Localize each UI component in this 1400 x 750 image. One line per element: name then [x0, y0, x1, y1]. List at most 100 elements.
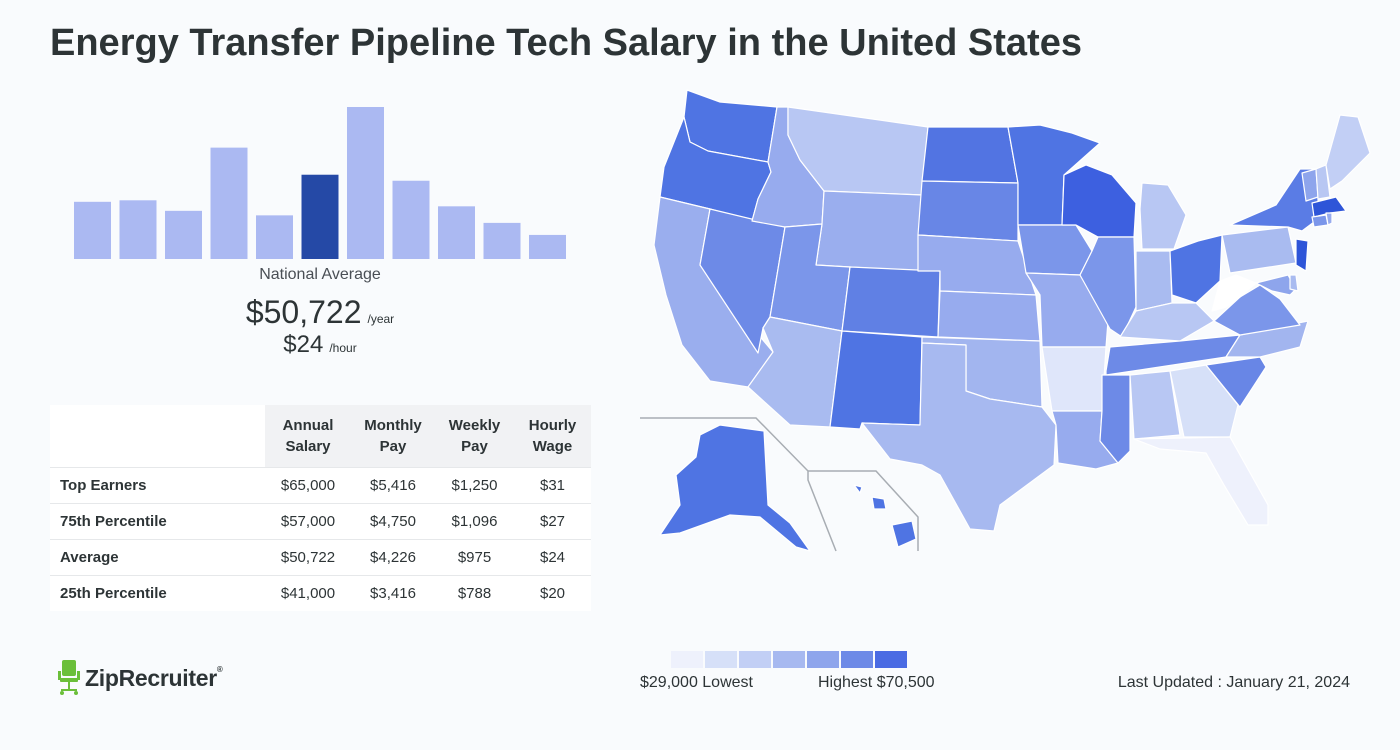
state-wv — [1211, 274, 1257, 312]
header-line: Weekly — [448, 416, 501, 434]
state-ak — [659, 424, 811, 552]
chair-icon — [58, 660, 80, 695]
state-wy — [815, 190, 923, 272]
row-label: Top Earners — [50, 466, 265, 503]
hourly-average: $24/hour — [50, 331, 590, 359]
row-label: 75th Percentile — [50, 502, 265, 539]
legend-swatch — [773, 651, 805, 668]
state-nj — [1295, 238, 1309, 272]
state-ct — [1311, 214, 1329, 228]
cell-monthly: $4,750 — [351, 502, 435, 539]
legend-swatch — [705, 651, 737, 668]
legend-low-label: $29,000 Lowest — [640, 674, 753, 691]
cell-hourly: $20 — [514, 574, 591, 611]
hawaii-divider — [808, 470, 919, 551]
state-hi-2 — [871, 496, 887, 510]
state-de — [1289, 274, 1299, 292]
legend-swatch — [739, 651, 771, 668]
table-header-annual: Annual Salary — [265, 405, 351, 467]
ziprecruiter-logo[interactable]: ZipRecruiter® — [58, 660, 223, 696]
cell-hourly: $31 — [514, 466, 591, 503]
table-header-weekly: Weekly Pay — [435, 405, 514, 467]
legend-swatch — [875, 651, 907, 668]
cell-annual: $65,000 — [265, 466, 351, 503]
histogram-bar — [210, 147, 248, 259]
state-ar — [1041, 346, 1107, 412]
table-header-row: Annual Salary Monthly Pay Weekly Pay Hourly… — [50, 405, 591, 467]
histogram-svg — [74, 107, 566, 259]
table-row: 75th Percentile $57,000 $4,750 $1,096 $2… — [50, 502, 591, 539]
state-nh — [1315, 164, 1331, 200]
table-header-blank — [50, 405, 265, 467]
state-hi — [891, 520, 917, 548]
cell-monthly: $3,416 — [351, 574, 435, 611]
state-il — [1079, 236, 1137, 338]
annual-average: $50,722/year — [50, 294, 590, 331]
header-line: Pay — [461, 437, 488, 455]
header-line: Salary — [285, 437, 331, 455]
state-nd — [921, 126, 1019, 184]
state-mi — [1139, 182, 1187, 250]
header-line: Wage — [532, 437, 573, 455]
state-sd — [917, 180, 1019, 242]
legend-swatch — [807, 651, 839, 668]
histogram-bar — [347, 107, 384, 259]
state-nc — [1225, 320, 1309, 358]
cell-annual: $41,000 — [265, 574, 351, 611]
histogram-bar — [529, 234, 566, 259]
page-title: Energy Transfer Pipeline Tech Salary in … — [50, 22, 1082, 64]
histogram-bar — [392, 180, 430, 259]
national-average-label: National Average — [259, 266, 381, 283]
table-row: Top Earners $65,000 $5,416 $1,250 $31 — [50, 466, 591, 503]
header-line: Annual — [282, 416, 334, 434]
hourly-unit: /hour — [329, 341, 357, 355]
state-md — [1255, 274, 1297, 296]
state-fl — [1133, 436, 1269, 526]
cell-annual: $50,722 — [265, 538, 351, 575]
histogram-bar — [74, 201, 111, 259]
cell-weekly: $1,096 — [435, 502, 514, 539]
salary-histogram — [50, 90, 590, 260]
state-ia — [1017, 224, 1093, 276]
cell-annual: $57,000 — [265, 502, 351, 539]
state-oh — [1169, 234, 1223, 304]
histogram-bar — [483, 222, 521, 259]
state-ks — [937, 290, 1041, 342]
map-legend — [671, 651, 909, 668]
hourly-average-value: $24 — [283, 331, 324, 358]
annual-unit: /year — [367, 312, 395, 326]
us-map-svg — [640, 89, 1371, 552]
cell-weekly: $1,250 — [435, 466, 514, 503]
legend-swatch — [841, 651, 873, 668]
salary-table: Annual Salary Monthly Pay Weekly Pay Hourly… — [50, 405, 591, 611]
state-ri — [1325, 212, 1333, 226]
state-ma — [1311, 196, 1347, 218]
legend-swatch — [671, 651, 703, 668]
histogram-bar — [438, 206, 475, 259]
table-row: Average $50,722 $4,226 $975 $24 — [50, 538, 591, 575]
logo-wordmark: ZipRecruiter® — [85, 664, 223, 692]
logo-registered: ® — [216, 664, 223, 674]
cell-monthly: $4,226 — [351, 538, 435, 575]
legend-high-label: Highest $70,500 — [818, 674, 935, 691]
annual-average-value: $50,722 — [245, 294, 362, 330]
histogram-bar — [256, 215, 293, 259]
state-in — [1135, 250, 1173, 312]
cell-weekly: $975 — [435, 538, 514, 575]
histogram-bar — [165, 210, 202, 259]
us-salary-map — [640, 85, 1400, 555]
cell-hourly: $24 — [514, 538, 591, 575]
state-me — [1325, 114, 1371, 190]
state-hi-3 — [853, 484, 863, 494]
logo-text: ZipRecruiter — [85, 664, 217, 691]
state-tx — [861, 342, 1057, 532]
state-co — [841, 266, 941, 338]
histogram-bar — [119, 200, 157, 259]
state-sc — [1205, 356, 1267, 408]
histogram-bar-highlight — [301, 174, 339, 259]
table-header-monthly: Monthly Pay — [351, 405, 435, 467]
header-line: Pay — [379, 437, 407, 455]
last-updated: Last Updated : January 21, 2024 — [1117, 674, 1350, 691]
state-al — [1129, 370, 1181, 440]
header-line: Monthly — [364, 416, 422, 434]
